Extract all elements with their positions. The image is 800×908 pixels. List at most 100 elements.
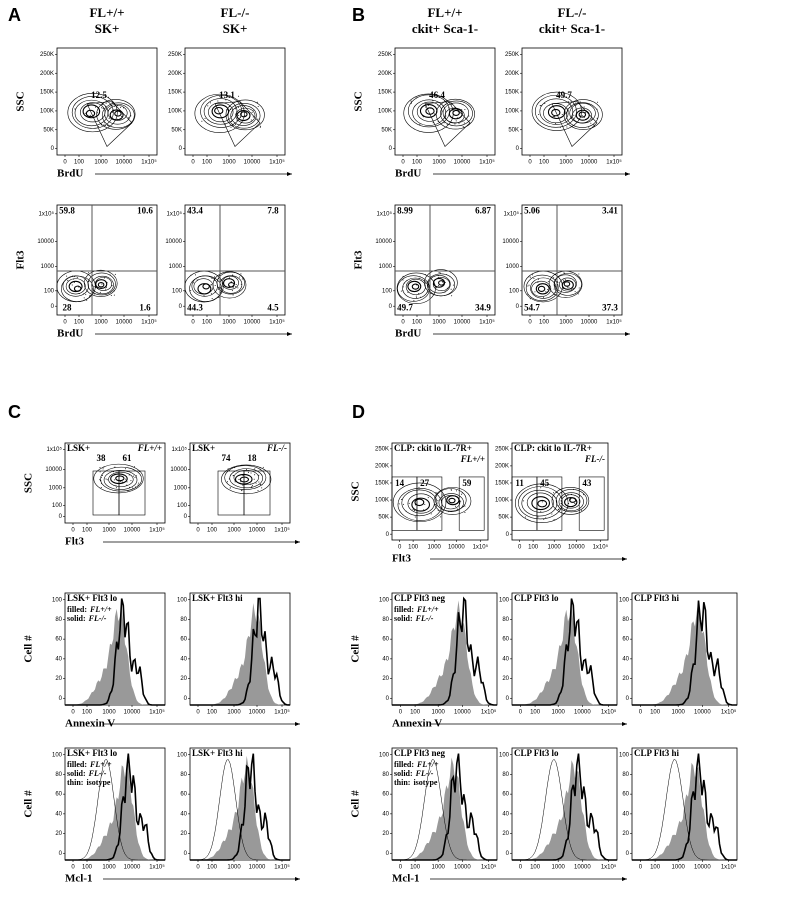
x-tick-label: 0	[399, 710, 403, 716]
x-tick-label: 1x10⁵	[481, 709, 497, 716]
event-dot	[440, 499, 442, 501]
event-dot	[237, 106, 239, 108]
event-dot	[581, 114, 583, 116]
contour	[554, 274, 577, 293]
event-dot	[95, 106, 97, 108]
event-dot	[134, 477, 136, 479]
event-dot	[97, 292, 99, 294]
event-dot	[446, 123, 448, 125]
y-tick-label: 50K	[378, 515, 389, 521]
event-dot	[201, 120, 203, 122]
y-axis-label: Cell #	[350, 635, 362, 663]
y-tick-label: 150K	[168, 90, 182, 96]
x-tick-label: 0	[519, 710, 523, 716]
contour	[563, 99, 603, 130]
event-dot	[257, 105, 259, 107]
event-dot	[108, 118, 110, 120]
gate	[551, 101, 598, 147]
event-dot	[213, 299, 215, 301]
y-tick-label: 1x10⁵	[172, 446, 188, 453]
event-dot	[100, 482, 102, 484]
event-dot	[125, 468, 127, 470]
y-tick-label: 100	[177, 597, 188, 603]
event-dot	[125, 478, 127, 480]
event-dot	[236, 119, 238, 121]
event-dot	[444, 291, 446, 293]
event-dot	[190, 290, 192, 292]
event-dot	[261, 484, 263, 486]
x-tick-label: 1000	[227, 865, 241, 871]
event-dot	[545, 517, 547, 519]
x-tick-label: 1x10⁵	[149, 864, 165, 871]
plot-frame	[64, 442, 166, 524]
event-dot	[105, 106, 107, 108]
x-tick-label: 1000	[102, 528, 116, 534]
x-tick-label: 100	[82, 710, 93, 716]
contour	[537, 499, 548, 508]
event-dot	[418, 277, 420, 279]
contour	[108, 471, 134, 487]
event-dot	[214, 278, 216, 280]
gate-value: 10.6	[137, 206, 153, 216]
event-dot	[533, 277, 535, 279]
gate-value: 18	[248, 453, 258, 463]
event-dot	[425, 282, 427, 284]
y-tick-label: 1000	[49, 485, 63, 491]
contour	[101, 102, 135, 129]
event-dot	[259, 483, 261, 485]
legend-entry: solid: FL-/-	[394, 614, 434, 623]
contour	[561, 494, 581, 509]
event-dot	[573, 114, 575, 116]
event-dot	[437, 500, 439, 502]
x-tick-label: 1000	[227, 710, 241, 716]
event-dot	[130, 480, 132, 482]
x-tick-label: 0	[196, 528, 200, 534]
event-dot	[413, 510, 415, 512]
contour	[392, 482, 447, 523]
event-dot	[527, 285, 529, 287]
gate-value: 45	[540, 478, 550, 488]
event-dot	[463, 122, 465, 124]
event-dot	[458, 500, 460, 502]
histogram-solid	[512, 598, 617, 706]
event-dot	[113, 290, 115, 292]
event-dot	[418, 489, 420, 491]
event-dot	[422, 115, 424, 117]
y-tick-label: 1x10⁵	[47, 446, 63, 453]
event-dot	[235, 113, 237, 115]
legend-genotype: FL+/+	[89, 760, 112, 769]
event-dot	[538, 113, 540, 115]
x-tick-label: 10000	[244, 320, 261, 326]
event-dot	[458, 123, 460, 125]
y-tick-label: 200K	[495, 463, 509, 469]
event-dot	[93, 286, 95, 288]
gate-value: 14	[395, 478, 405, 488]
contour	[95, 279, 108, 290]
event-dot	[232, 125, 234, 127]
event-dot	[537, 282, 539, 284]
y-tick-label: 100K	[375, 498, 389, 504]
y-tick-label: 0	[516, 146, 520, 152]
y-tick-label: 200K	[378, 71, 392, 77]
event-dot	[425, 106, 427, 108]
event-dot	[101, 283, 103, 285]
legend-entry: thin: isotype	[394, 778, 438, 787]
contour	[559, 277, 577, 292]
event-dot	[457, 509, 459, 511]
event-dot	[563, 273, 565, 275]
event-dot	[127, 490, 129, 492]
y-tick-label: 0	[59, 851, 63, 857]
event-dot	[73, 278, 75, 280]
y-tick-label: 1000	[379, 264, 393, 270]
event-dot	[553, 519, 555, 521]
y-tick-label: 100	[52, 597, 63, 603]
y-tick-label: 60	[382, 637, 389, 643]
event-dot	[574, 291, 576, 293]
event-dot	[571, 288, 573, 290]
contour	[225, 99, 265, 131]
event-dot	[73, 275, 75, 277]
x-tick-label: 100	[530, 710, 541, 716]
event-dot	[78, 292, 80, 294]
event-dot	[464, 505, 466, 507]
contour	[438, 493, 464, 513]
